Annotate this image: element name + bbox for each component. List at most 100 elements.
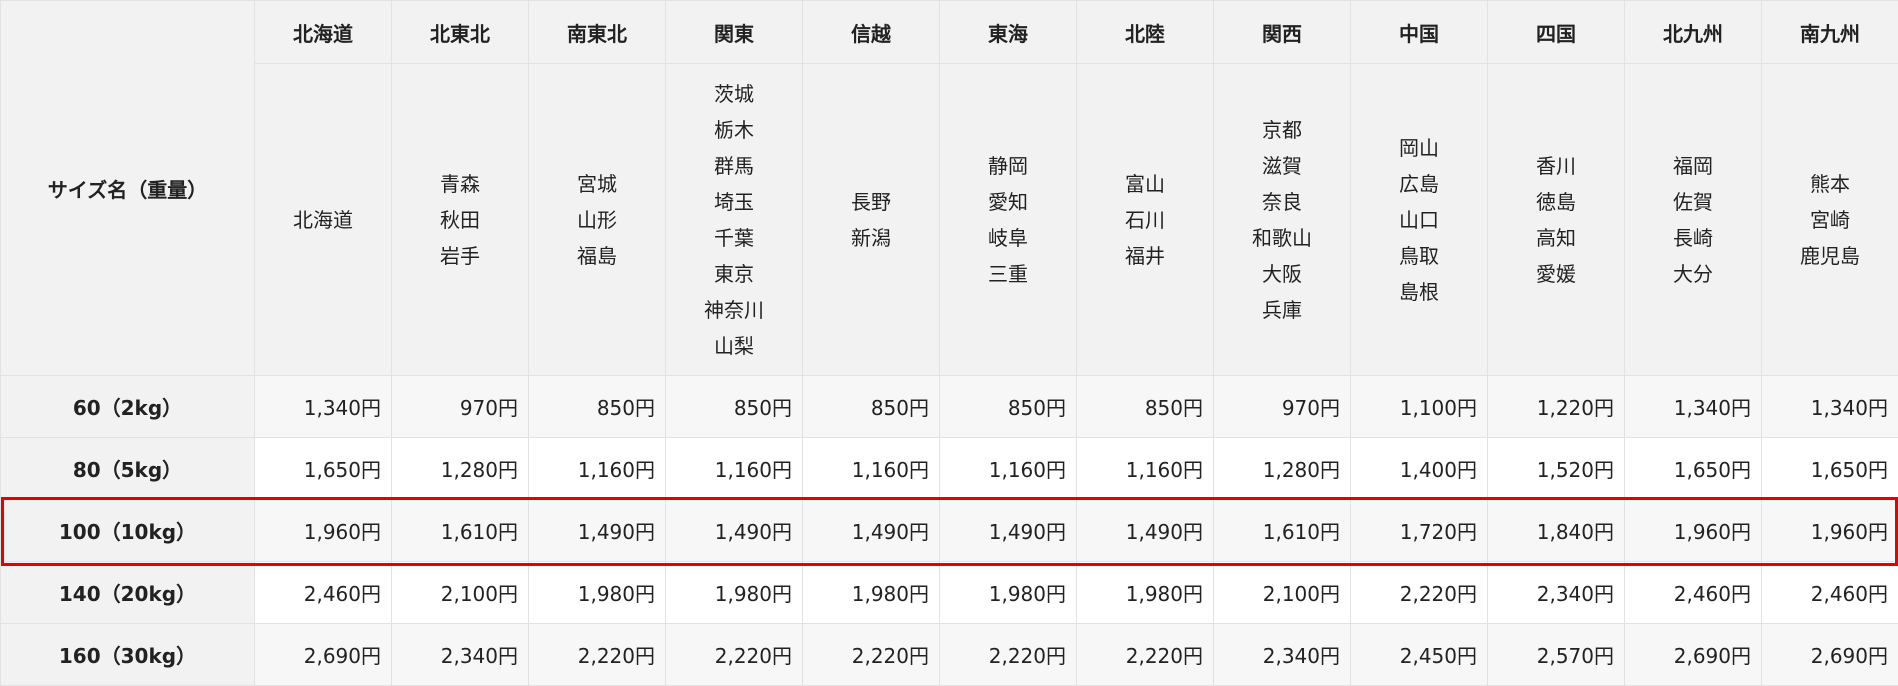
price-cell: 850円	[940, 376, 1077, 438]
prefecture-name: 大分	[1625, 256, 1761, 292]
prefecture-name: 愛媛	[1488, 256, 1624, 292]
price-cell: 2,690円	[255, 624, 392, 686]
price-cell: 1,490円	[803, 500, 940, 562]
region-header: 関東	[666, 1, 803, 64]
prefecture-name: 群馬	[666, 148, 802, 184]
region-prefectures: 岡山広島山口鳥取島根	[1351, 64, 1488, 376]
size-label: 100（10kg）	[1, 500, 255, 562]
region-header: 信越	[803, 1, 940, 64]
price-cell: 1,160円	[666, 438, 803, 500]
region-prefectures: 富山石川福井	[1077, 64, 1214, 376]
prefecture-name: 東京	[666, 256, 802, 292]
region-header: 東海	[940, 1, 1077, 64]
price-cell: 1,340円	[1625, 376, 1762, 438]
prefecture-name: 熊本	[1762, 166, 1898, 202]
prefecture-name: 奈良	[1214, 184, 1350, 220]
price-cell: 2,340円	[1488, 562, 1625, 624]
region-header: 南九州	[1762, 1, 1898, 64]
prefecture-name: 広島	[1351, 166, 1487, 202]
price-cell: 1,490円	[940, 500, 1077, 562]
prefecture-name: 長野	[803, 184, 939, 220]
price-cell: 970円	[392, 376, 529, 438]
price-cell: 2,690円	[1625, 624, 1762, 686]
price-cell: 2,450円	[1351, 624, 1488, 686]
prefecture-name: 鹿児島	[1762, 238, 1898, 274]
prefecture-name: 京都	[1214, 112, 1350, 148]
prefecture-name: 秋田	[392, 202, 528, 238]
price-cell: 1,520円	[1488, 438, 1625, 500]
price-cell: 1,720円	[1351, 500, 1488, 562]
prefecture-name: 山口	[1351, 202, 1487, 238]
region-header: 北東北	[392, 1, 529, 64]
price-cell: 1,340円	[255, 376, 392, 438]
price-cell: 1,160円	[803, 438, 940, 500]
price-cell: 1,650円	[1625, 438, 1762, 500]
prefecture-name: 新潟	[803, 220, 939, 256]
prefecture-name: 福島	[529, 238, 665, 274]
prefecture-name: 香川	[1488, 148, 1624, 184]
price-cell: 2,690円	[1762, 624, 1898, 686]
size-label: 80（5kg）	[1, 438, 255, 500]
price-cell: 2,460円	[1625, 562, 1762, 624]
price-cell: 1,980円	[940, 562, 1077, 624]
region-prefectures: 香川徳島高知愛媛	[1488, 64, 1625, 376]
region-prefectures: 福岡佐賀長崎大分	[1625, 64, 1762, 376]
price-cell: 1,980円	[803, 562, 940, 624]
price-cell: 2,570円	[1488, 624, 1625, 686]
price-cell: 2,220円	[1351, 562, 1488, 624]
price-cell: 850円	[803, 376, 940, 438]
prefecture-name: 石川	[1077, 202, 1213, 238]
prefecture-name: 宮崎	[1762, 202, 1898, 238]
price-cell: 1,490円	[666, 500, 803, 562]
price-cell: 1,980円	[1077, 562, 1214, 624]
price-cell: 2,340円	[1214, 624, 1351, 686]
prefecture-name: 富山	[1077, 166, 1213, 202]
region-prefectures: 宮城山形福島	[529, 64, 666, 376]
region-prefectures: 静岡愛知岐阜三重	[940, 64, 1077, 376]
region-header: 北陸	[1077, 1, 1214, 64]
price-cell: 850円	[529, 376, 666, 438]
price-cell: 2,100円	[1214, 562, 1351, 624]
price-cell: 1,980円	[529, 562, 666, 624]
price-cell: 1,100円	[1351, 376, 1488, 438]
prefecture-name: 山梨	[666, 328, 802, 364]
prefecture-name: 兵庫	[1214, 292, 1350, 328]
prefecture-name: 福井	[1077, 238, 1213, 274]
price-cell: 1,340円	[1762, 376, 1898, 438]
prefecture-name: 佐賀	[1625, 184, 1761, 220]
prefecture-name: 三重	[940, 256, 1076, 292]
price-cell: 2,220円	[666, 624, 803, 686]
prefecture-name: 徳島	[1488, 184, 1624, 220]
prefecture-name: 大阪	[1214, 256, 1350, 292]
price-cell: 1,490円	[1077, 500, 1214, 562]
price-cell: 1,960円	[1762, 500, 1898, 562]
size-label: 140（20kg）	[1, 562, 255, 624]
price-cell: 1,960円	[255, 500, 392, 562]
prefecture-name: 岩手	[392, 238, 528, 274]
price-cell: 1,280円	[1214, 438, 1351, 500]
price-cell: 970円	[1214, 376, 1351, 438]
price-cell: 1,280円	[392, 438, 529, 500]
price-cell: 1,160円	[529, 438, 666, 500]
region-prefectures: 熊本宮崎鹿児島	[1762, 64, 1898, 376]
region-header: 北海道	[255, 1, 392, 64]
price-cell: 1,610円	[392, 500, 529, 562]
prefecture-name: 鳥取	[1351, 238, 1487, 274]
price-cell: 2,220円	[529, 624, 666, 686]
price-cell: 2,460円	[255, 562, 392, 624]
region-header: 北九州	[1625, 1, 1762, 64]
price-cell: 1,650円	[255, 438, 392, 500]
price-cell: 2,220円	[940, 624, 1077, 686]
prefecture-name: 栃木	[666, 112, 802, 148]
price-cell: 1,490円	[529, 500, 666, 562]
price-cell: 1,610円	[1214, 500, 1351, 562]
price-cell: 850円	[1077, 376, 1214, 438]
price-cell: 1,960円	[1625, 500, 1762, 562]
prefecture-name: 高知	[1488, 220, 1624, 256]
